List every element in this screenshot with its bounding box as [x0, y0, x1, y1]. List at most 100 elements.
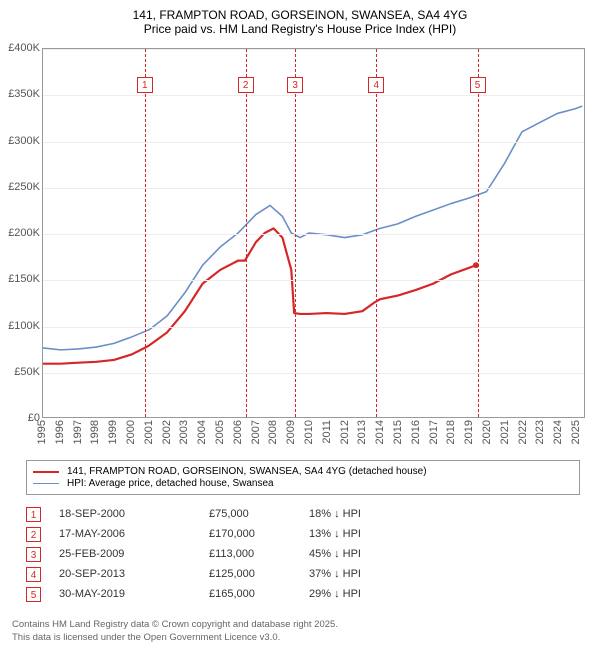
y-axis-label: £100K: [0, 320, 40, 332]
x-axis-label: 2018: [445, 420, 457, 444]
sales-row-price: £165,000: [209, 588, 309, 600]
legend-box: 141, FRAMPTON ROAD, GORSEINON, SWANSEA, …: [26, 460, 580, 495]
sales-row-marker: 2: [26, 527, 41, 542]
gridline: [43, 234, 584, 235]
legend-item: 141, FRAMPTON ROAD, GORSEINON, SWANSEA, …: [33, 466, 573, 477]
gridline: [43, 280, 584, 281]
x-axis-label: 2023: [534, 420, 546, 444]
x-axis-label: 2007: [250, 420, 262, 444]
x-axis-label: 2010: [303, 420, 315, 444]
sale-marker-box: 5: [470, 77, 486, 93]
sales-row-price: £170,000: [209, 528, 309, 540]
title-line1: 141, FRAMPTON ROAD, GORSEINON, SWANSEA, …: [10, 8, 590, 22]
legend-label: HPI: Average price, detached house, Swan…: [67, 478, 274, 489]
sales-row-hpi: 18% ↓ HPI: [309, 508, 449, 520]
x-axis-label: 2006: [232, 420, 244, 444]
y-axis-label: £300K: [0, 135, 40, 147]
x-axis-label: 2021: [499, 420, 511, 444]
series-line-property: [43, 228, 476, 363]
y-axis-label: £250K: [0, 181, 40, 193]
sales-row: 4 20-SEP-2013£125,00037% ↓ HPI: [26, 564, 580, 584]
sales-row-price: £125,000: [209, 568, 309, 580]
sales-row-marker: 4: [26, 567, 41, 582]
x-axis-label: 2000: [125, 420, 137, 444]
sale-marker-box: 4: [368, 77, 384, 93]
sales-row-price: £75,000: [209, 508, 309, 520]
gridline: [43, 327, 584, 328]
y-axis-label: £0: [0, 412, 40, 424]
x-axis-label: 1995: [36, 420, 48, 444]
gridline: [43, 188, 584, 189]
x-axis-label: 2001: [143, 420, 155, 444]
legend-swatch: [33, 471, 59, 473]
sales-row: 1 18-SEP-2000£75,00018% ↓ HPI: [26, 504, 580, 524]
title-line2: Price paid vs. HM Land Registry's House …: [10, 22, 590, 36]
footer-line1: Contains HM Land Registry data © Crown c…: [12, 619, 338, 631]
sales-row-hpi: 29% ↓ HPI: [309, 588, 449, 600]
x-axis-label: 2024: [552, 420, 564, 444]
sales-row-date: 18-SEP-2000: [59, 508, 209, 520]
sales-row-marker: 1: [26, 507, 41, 522]
sales-row-date: 17-MAY-2006: [59, 528, 209, 540]
sales-row: 5 30-MAY-2019£165,00029% ↓ HPI: [26, 584, 580, 604]
gridline: [43, 373, 584, 374]
y-axis-label: £150K: [0, 273, 40, 285]
legend-swatch: [33, 483, 59, 484]
x-axis-label: 2003: [178, 420, 190, 444]
x-axis-label: 1996: [54, 420, 66, 444]
x-axis-label: 2025: [570, 420, 582, 444]
x-axis-label: 2009: [285, 420, 297, 444]
sale-marker-line: [246, 49, 247, 417]
x-axis-label: 2012: [339, 420, 351, 444]
x-axis-label: 1999: [107, 420, 119, 444]
sale-marker-box: 2: [238, 77, 254, 93]
x-axis-label: 2004: [196, 420, 208, 444]
x-axis-label: 2016: [410, 420, 422, 444]
x-axis-label: 2017: [428, 420, 440, 444]
y-axis-label: £400K: [0, 42, 40, 54]
chart-plot-area: 1 2 3 4 5: [42, 48, 585, 418]
x-axis-label: 2020: [481, 420, 493, 444]
sale-marker-line: [478, 49, 479, 417]
y-axis-label: £200K: [0, 227, 40, 239]
sales-row-date: 20-SEP-2013: [59, 568, 209, 580]
sales-row-date: 25-FEB-2009: [59, 548, 209, 560]
sales-row-hpi: 13% ↓ HPI: [309, 528, 449, 540]
x-axis-label: 2022: [517, 420, 529, 444]
sale-marker-line: [295, 49, 296, 417]
sales-row-price: £113,000: [209, 548, 309, 560]
sales-row: 3 25-FEB-2009£113,00045% ↓ HPI: [26, 544, 580, 564]
x-axis-label: 2005: [214, 420, 226, 444]
x-axis-label: 2011: [321, 420, 333, 444]
gridline: [43, 142, 584, 143]
sale-marker-line: [145, 49, 146, 417]
y-axis-label: £350K: [0, 88, 40, 100]
x-axis-label: 2015: [392, 420, 404, 444]
x-axis-label: 2013: [356, 420, 368, 444]
footer-attribution: Contains HM Land Registry data © Crown c…: [12, 619, 338, 644]
sale-marker-box: 3: [287, 77, 303, 93]
x-axis-label: 1998: [89, 420, 101, 444]
legend-item: HPI: Average price, detached house, Swan…: [33, 478, 573, 489]
x-axis-label: 2002: [161, 420, 173, 444]
sales-row-marker: 3: [26, 547, 41, 562]
legend-label: 141, FRAMPTON ROAD, GORSEINON, SWANSEA, …: [67, 466, 427, 477]
chart-lines-svg: [43, 49, 584, 417]
sale-marker-box: 1: [137, 77, 153, 93]
sales-table: 1 18-SEP-2000£75,00018% ↓ HPI 2 17-MAY-2006…: [26, 504, 580, 604]
sales-row-date: 30-MAY-2019: [59, 588, 209, 600]
sales-row-hpi: 45% ↓ HPI: [309, 548, 449, 560]
gridline: [43, 95, 584, 96]
y-axis-label: £50K: [0, 366, 40, 378]
gridline: [43, 49, 584, 50]
x-axis-label: 1997: [72, 420, 84, 444]
x-axis-label: 2008: [267, 420, 279, 444]
sales-row-hpi: 37% ↓ HPI: [309, 568, 449, 580]
chart-title: 141, FRAMPTON ROAD, GORSEINON, SWANSEA, …: [0, 0, 600, 40]
x-axis-label: 2014: [374, 420, 386, 444]
x-axis-label: 2019: [463, 420, 475, 444]
footer-line2: This data is licensed under the Open Gov…: [12, 632, 338, 644]
sales-row-marker: 5: [26, 587, 41, 602]
sale-marker-line: [376, 49, 377, 417]
sales-row: 2 17-MAY-2006£170,00013% ↓ HPI: [26, 524, 580, 544]
